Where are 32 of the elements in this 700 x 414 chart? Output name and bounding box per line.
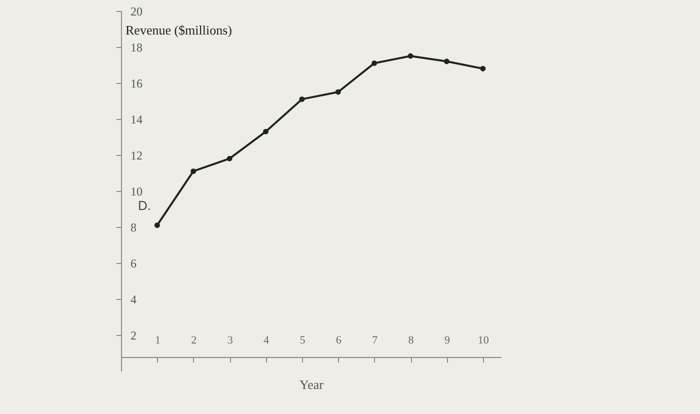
point bbox=[335, 89, 341, 95]
y-tick-label: 12 bbox=[130, 148, 142, 162]
y-tick-label: 20 bbox=[130, 4, 142, 18]
x-axis-title: Year bbox=[300, 377, 324, 392]
y-tick-label: 14 bbox=[130, 112, 142, 126]
point bbox=[226, 156, 232, 162]
point bbox=[299, 96, 305, 102]
y-axis-title: Revenue ($millions) bbox=[126, 22, 232, 38]
x-tick-label: 9 bbox=[444, 334, 450, 346]
x-tick-label: 1 bbox=[154, 334, 160, 346]
x-tick-label: 2 bbox=[191, 334, 197, 346]
point bbox=[190, 168, 196, 174]
y-tick-label: 18 bbox=[130, 40, 142, 54]
point bbox=[408, 53, 414, 59]
x-tick-label: 7 bbox=[372, 334, 378, 346]
point bbox=[154, 222, 160, 228]
y-tick-label: 10 bbox=[130, 184, 142, 198]
annotation: D. bbox=[138, 198, 151, 213]
x-tick-label: 5 bbox=[300, 334, 306, 346]
point bbox=[372, 60, 378, 66]
x-tick-label: 6 bbox=[336, 334, 342, 346]
x-tick-label: 10 bbox=[478, 334, 490, 346]
point bbox=[263, 128, 268, 134]
point bbox=[480, 66, 486, 72]
x-tick-label: 3 bbox=[227, 334, 234, 346]
x-tick-label: 8 bbox=[408, 334, 414, 346]
x-tick-label: 4 bbox=[264, 334, 270, 346]
y-tick-label: 16 bbox=[130, 76, 142, 90]
y-tick-label: 8 bbox=[130, 220, 136, 234]
point bbox=[444, 58, 450, 64]
y-tick-label: 6 bbox=[130, 256, 136, 270]
y-tick-label: 4 bbox=[130, 292, 136, 306]
